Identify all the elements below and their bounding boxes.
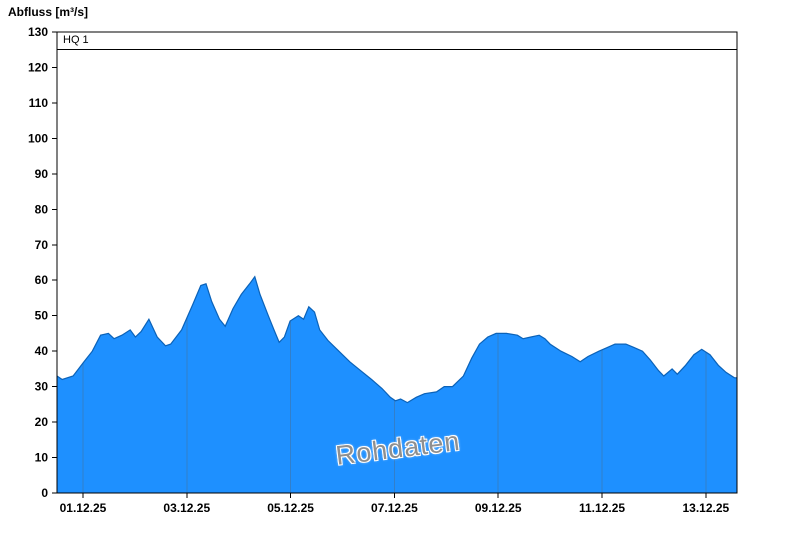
y-tick-label: 80	[35, 202, 49, 216]
vertical-gridlines	[82, 276, 707, 493]
y-tick-label: 40	[35, 344, 49, 358]
x-tick-label: 09.12.25	[475, 501, 522, 515]
y-axis-title: Abfluss [m³/s]	[8, 5, 89, 19]
x-tick-label: 03.12.25	[163, 501, 210, 515]
y-tick-label: 60	[35, 273, 49, 287]
plot-border	[56, 31, 738, 494]
discharge-area	[57, 276, 737, 493]
y-axis: 0 10 20 30 40 50 60 70 80 90 100 110 120 130	[28, 25, 57, 500]
y-tick-label: 10	[35, 451, 49, 465]
y-tick-label: 30	[35, 380, 49, 394]
x-tick-label: 05.12.25	[267, 501, 314, 515]
x-tick-label: 13.12.25	[682, 501, 729, 515]
x-tick-label: 11.12.25	[579, 501, 625, 515]
y-tick-label: 90	[35, 167, 49, 181]
hq1-threshold-label: HQ 1	[63, 34, 89, 46]
y-tick-label: 0	[41, 486, 48, 500]
y-tick-label: 130	[28, 25, 48, 39]
y-tick-label: 70	[35, 238, 49, 252]
y-tick-label: 50	[35, 309, 49, 323]
x-axis: 01.12.25 03.12.25 05.12.25 07.12.25 09.12.25…	[60, 493, 730, 515]
y-tick-label: 100	[28, 131, 48, 145]
y-tick-label: 110	[29, 96, 49, 110]
y-tick-label: 120	[28, 60, 48, 74]
x-tick-label: 07.12.25	[371, 501, 418, 515]
discharge-line	[56, 275, 737, 404]
y-tick-label: 20	[35, 415, 49, 429]
x-tick-label: 01.12.25	[60, 501, 107, 515]
